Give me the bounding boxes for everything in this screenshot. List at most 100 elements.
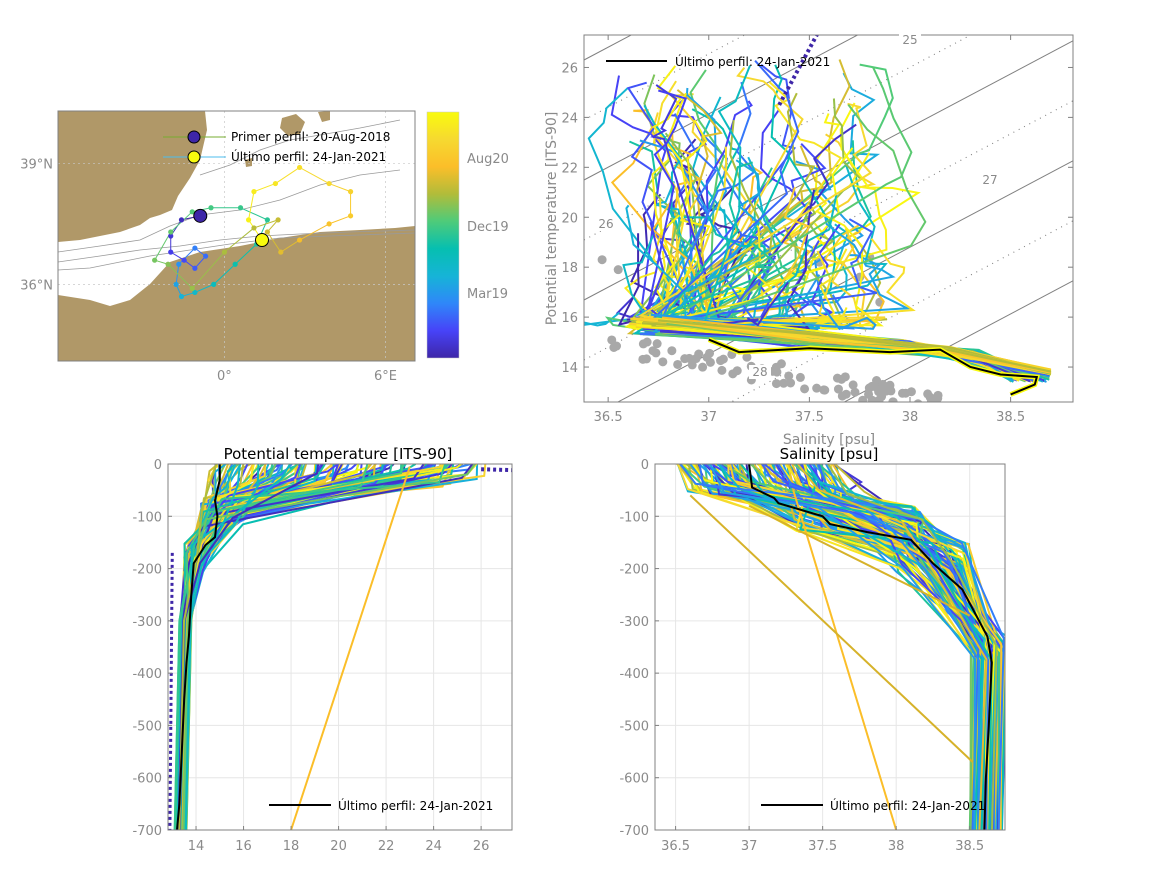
ts-ytick-label: 16 [561,311,578,326]
map-track [152,164,354,300]
reference-point [978,401,983,402]
ytick-label: -500 [619,719,649,734]
reference-point [850,387,860,397]
reference-point [784,371,794,381]
reference-point [742,352,752,362]
ytick-label: -100 [132,510,162,525]
ytick-label: -400 [132,667,162,682]
ts-profile-lines [584,35,1052,383]
reference-point [858,395,868,402]
ts-ytick-label: 18 [561,261,578,276]
track-segment [253,183,276,193]
legend-first-profile: Primer perfil: 20-Aug-2018 [231,130,390,144]
ytick-label: -200 [132,563,162,578]
isopycnal-label: 27 [982,173,997,187]
reference-point [698,362,708,372]
reference-point [717,365,727,375]
xtick-label: 37.5 [808,839,837,854]
track-point [296,237,303,243]
track-point [152,257,158,263]
ytick-label: 0 [154,458,162,473]
reference-point [609,342,619,352]
isopycnal-label-bg [595,217,617,231]
isopycnal-label-bg [899,33,921,47]
track-point [245,217,252,223]
map-ticks: 0° 6°E 39°N 36°N [20,157,397,384]
ytick-label: -100 [619,510,649,525]
track-segment [328,215,351,225]
isopycnal-solid [584,40,1073,301]
sp-last-profile [748,464,993,830]
xtick-label: 18 [283,839,300,854]
colorbar-tick-aug20: Aug20 [467,152,509,167]
map-xtick-label: 6°E [374,369,397,384]
track-segment [240,207,268,221]
ytick-label: -200 [619,563,649,578]
sp-legend-label: Último perfil: 24-Jan-2021 [830,798,985,813]
first-profile-marker-icon [187,130,201,144]
map-grid [58,111,415,361]
track-segment [253,219,279,229]
reference-point [779,378,789,388]
track-point [192,265,198,271]
ytick-label: -700 [132,824,162,839]
land-africa [58,226,415,361]
reference-point [886,386,896,396]
profile-outlier [689,494,974,763]
track-point [165,261,171,267]
map-panel: 0° 6°E 39°N 36°N Primer perfil: 20-Aug-2018… [20,110,416,384]
xtick-label: 37 [741,839,758,854]
ts-legend-label: Último perfil: 24-Jan-2021 [675,54,830,69]
profile-line [185,464,291,830]
profile-outlier [290,466,411,830]
ts-frame [583,34,1074,403]
profile-line [827,464,998,830]
reference-point [973,414,982,423]
reference-point [848,380,858,390]
reference-point [888,397,898,402]
reference-point [840,372,850,382]
reference-point [897,388,907,398]
sp-profile-lines [676,464,1005,830]
isopycnal-label: 26 [598,217,613,231]
track-point [192,289,198,296]
profile-line [679,464,1005,830]
reference-point [667,346,677,356]
profile-line [729,464,1003,830]
map-isobaths [58,119,415,271]
track-point [296,164,303,171]
ts-ytick-label: 24 [561,111,578,126]
profile-line [709,464,977,830]
track-point [168,249,174,255]
map-legend: Primer perfil: 20-Aug-2018 Último perfil… [163,130,390,164]
track-segment [194,255,207,269]
tp-ticks: 14 16 18 20 22 24 26 0 -100 -200 -300 -400 -500 -600 -… [132,458,489,854]
ts-profile-line [639,317,1052,374]
temperature-profile-panel: 14 16 18 20 22 24 26 0 -100 -200 -300 -400 -500 -600 -… [132,445,513,854]
isopycnal-solid [584,35,633,61]
reference-point [867,395,877,402]
track-point [326,180,332,187]
xtick-label: 26 [473,839,490,854]
track-segment [299,167,330,185]
track-point [168,233,174,239]
track-point [178,217,185,223]
land-mallorca [280,114,305,136]
profile-outlier [792,489,898,830]
track-point [232,261,238,267]
last-profile-marker-icon [187,150,201,164]
isopycnal-label: 28 [752,365,767,379]
profile-line [717,464,985,830]
track-point [192,245,198,251]
reference-point [800,384,810,394]
track-point [251,225,257,231]
track-segment [275,167,300,184]
reference-point [929,401,935,402]
map-ytick-label: 39°N [20,157,53,172]
isobath-line [58,169,401,253]
tp-legend-label: Último perfil: 24-Jan-2021 [338,798,493,813]
track-segment [248,191,255,220]
colorbar: Aug20 Dec19 Mar19 [426,111,509,359]
profile-line [825,464,981,830]
reference-point [642,337,652,347]
